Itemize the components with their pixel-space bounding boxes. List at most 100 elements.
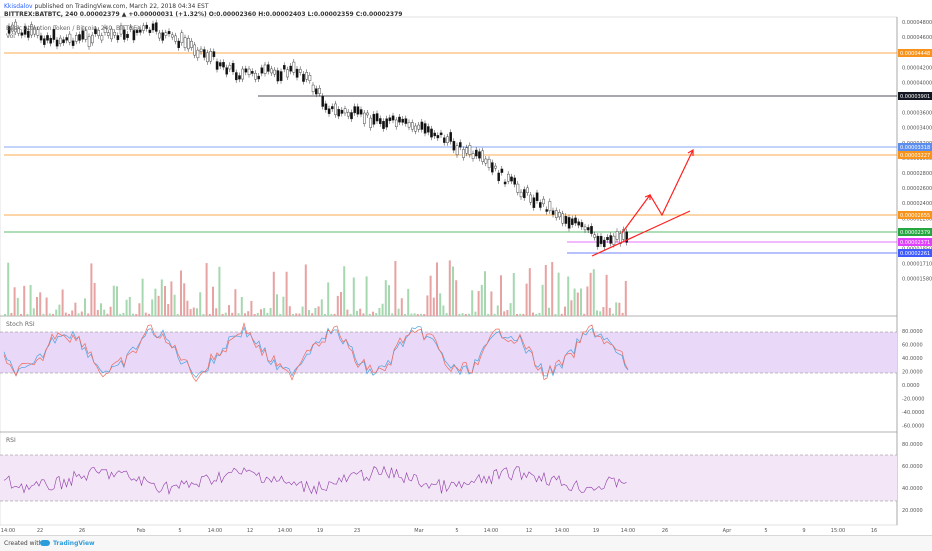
volume-bar [208,313,211,316]
volume-bar [618,302,621,316]
candle-body [494,165,497,169]
candle-body [529,194,532,203]
volume-bar [420,313,422,316]
candle-body [622,229,625,240]
candle-body [126,33,129,38]
volume-bar [84,298,86,316]
candle-body [388,117,392,121]
rsi-axis-label: 40.0000 [902,486,923,492]
volume-bar [528,268,531,316]
volume-bar [189,309,192,316]
volume-bar [71,310,74,316]
candle-body [113,31,116,36]
projection-arrow [621,149,694,234]
candle-body [100,35,104,41]
candle-body [414,125,417,132]
candle-body [289,65,293,72]
candle-body [516,183,520,193]
volume-bar [308,310,310,316]
volume-bar [260,309,262,316]
candle-body [273,69,277,75]
volume-bar [317,306,320,316]
candle-body [343,108,347,114]
candle-body [369,117,373,128]
candle-body [315,88,318,95]
candle-body [446,136,449,144]
volume-bar [80,311,83,316]
volume-bar [90,263,93,316]
candle-body [337,109,341,117]
candle-body [468,145,472,155]
volume-bar [471,290,474,316]
volume-bar [125,299,128,316]
volume-bar [429,275,432,316]
candle-body [484,158,488,164]
volume-bar [509,303,512,316]
volume-bar [503,311,506,316]
candle-body [356,106,360,115]
time-axis-label: 19 [593,528,599,534]
volume-bar [407,288,410,316]
author-link[interactable]: Kkisdalov [4,3,33,10]
price-axis-label: 0.00004200 [902,65,932,71]
price-tag-label: 0.00002371 [900,240,930,246]
volume-bar [167,304,170,316]
candle-body [260,67,264,74]
tradingview-brand[interactable]: TradingView [53,540,95,547]
volume-bar [68,313,70,316]
price-tag-label: 0.00003901 [900,94,930,100]
candle-body [186,37,190,50]
candle-body [164,32,168,36]
publish-text: published on TradingView.com, March 22, … [34,3,209,10]
volume-bar [4,313,6,316]
time-axis-label: 14:00 [278,528,292,534]
candle-body [609,235,612,244]
candle-body [567,217,571,229]
candle-body [46,35,49,41]
volume-bar [263,308,266,316]
volume-bar [247,311,250,316]
volume-bar [13,287,16,316]
time-axis-label: 26 [79,528,85,534]
volume-bar [378,307,381,316]
time-axis-label: Feb [137,528,146,534]
stoch-axis-label: 40.0000 [902,356,923,362]
candle-body [507,173,510,182]
volume-bar [519,313,522,316]
time-axis-label: 26 [662,528,668,534]
volume-bar [218,266,221,316]
time-axis-label: 5 [455,528,458,534]
stoch-axis-label: 0.0000 [902,383,920,389]
price-tag-label: 0.00003318 [900,145,930,151]
candle-body [379,118,382,125]
volume-bar [29,284,32,316]
volume-bar [176,313,179,316]
stoch-rsi-label: Stoch RSI [6,321,35,328]
candle-body [574,217,577,224]
candle-body [154,22,158,32]
stoch-axis-label: -20.0000 [902,397,924,403]
candle-body [417,124,421,130]
candle-body [596,235,600,247]
volume-bar [372,311,374,316]
candle-body [452,141,456,151]
volume-bar [368,313,371,316]
volume-bar [288,306,291,316]
candle-body [250,71,254,74]
volume-bar [109,306,112,316]
candle-body [263,64,267,74]
candle-body [433,132,437,137]
candle-body [94,28,97,35]
volume-bar [320,299,323,316]
volume-bar [282,296,285,316]
candle-body [308,75,312,81]
candle-body [129,26,133,30]
candle-body [270,68,273,74]
volume-bar [487,313,490,316]
time-axis-label: 12 [247,528,253,534]
candle-body [241,68,245,80]
candle-body [244,68,248,73]
candle-body [407,122,411,128]
candle-body [459,142,462,148]
